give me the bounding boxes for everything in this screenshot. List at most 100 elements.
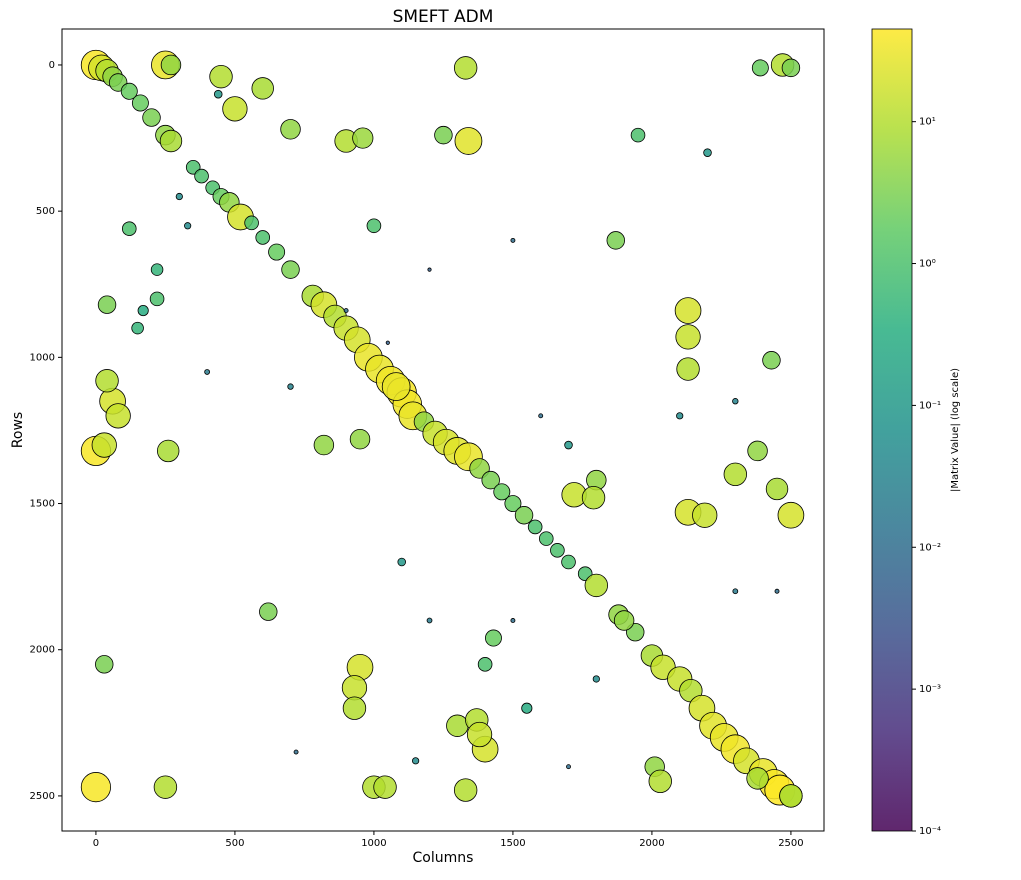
- y-tick-label: 1000: [30, 352, 55, 363]
- scatter-point: [481, 470, 500, 490]
- scatter-point: [514, 506, 534, 525]
- x-tick-label: 1500: [500, 838, 525, 849]
- scatter-point: [493, 483, 511, 501]
- colorbar-tick-label: 10⁻³: [919, 684, 941, 695]
- scatter-point: [156, 439, 180, 463]
- scatter-point: [251, 77, 274, 100]
- scatter-point: [293, 749, 299, 755]
- scatter-point: [765, 477, 789, 501]
- scatter-point: [446, 714, 469, 737]
- scatter-point: [137, 305, 149, 317]
- scatter-point: [209, 64, 233, 89]
- colorbar: [871, 28, 913, 832]
- scatter-point: [606, 231, 625, 250]
- scatter-point: [244, 215, 259, 231]
- scatter-point: [175, 192, 183, 201]
- scatter-point: [538, 413, 544, 419]
- scatter-point: [613, 610, 635, 631]
- scatter-point: [184, 222, 192, 230]
- scatter-point: [120, 82, 138, 100]
- scatter-point: [427, 267, 432, 272]
- scatter-point: [592, 675, 600, 683]
- scatter-point: [105, 403, 131, 429]
- scatter-point: [648, 769, 672, 793]
- x-tick-label: 1000: [361, 838, 386, 849]
- x-axis-label: Columns: [413, 850, 474, 866]
- scatter-point: [630, 127, 646, 143]
- scatter-point: [342, 696, 367, 720]
- x-tick-label: 500: [225, 838, 244, 849]
- x-tick-label: 0: [93, 838, 99, 849]
- colorbar-tick-label: 10¹: [919, 117, 936, 128]
- scatter-point: [255, 230, 271, 245]
- scatter-point: [581, 485, 606, 510]
- scatter-point: [561, 554, 576, 570]
- scatter-point: [510, 237, 516, 243]
- scatter-point: [675, 324, 701, 350]
- scatter-point: [732, 398, 739, 405]
- scatter-point: [352, 127, 374, 149]
- scatter-point: [550, 543, 565, 558]
- chart-title: SMEFT ADM: [393, 7, 494, 27]
- scatter-point: [453, 56, 478, 80]
- scatter-point: [131, 94, 149, 112]
- scatter-point: [259, 602, 278, 621]
- colorbar-tick-label: 10⁻⁴: [919, 826, 941, 837]
- scatter-point: [434, 125, 453, 145]
- scatter-point: [676, 412, 684, 420]
- scatter-point: [131, 321, 144, 335]
- scatter-point: [484, 629, 502, 647]
- x-tick-label: 2000: [639, 838, 664, 849]
- scatter-point: [153, 775, 178, 799]
- scatter-point: [95, 655, 114, 674]
- scatter-point: [692, 502, 718, 528]
- scatter-point: [149, 291, 165, 307]
- colorbar-tick-label: 10⁻²: [919, 542, 941, 553]
- scatter-point: [674, 297, 702, 324]
- scatter-point: [313, 434, 335, 456]
- scatter-point: [150, 263, 164, 276]
- scatter-point: [91, 432, 117, 458]
- x-tick-label: 2500: [778, 838, 803, 849]
- scatter-point: [349, 428, 371, 450]
- scatter-point: [412, 757, 420, 765]
- scatter-point: [80, 772, 112, 803]
- plot-area: [80, 49, 805, 808]
- scatter-point: [747, 440, 768, 462]
- scatter-point: [564, 440, 573, 450]
- colorbar-label: |Matrix Value| (log scale): [950, 368, 961, 492]
- scatter-point: [676, 357, 700, 381]
- scatter-point: [527, 519, 543, 535]
- scatter-point: [521, 702, 533, 714]
- scatter-point: [732, 588, 739, 595]
- scatter-point: [97, 295, 117, 314]
- scatter-point: [538, 531, 554, 546]
- scatter-point: [159, 129, 183, 153]
- scatter-point: [781, 58, 801, 78]
- scatter-point: [751, 59, 769, 77]
- scatter-point: [397, 557, 406, 567]
- scatter-point: [222, 96, 248, 122]
- scatter-point: [213, 89, 223, 99]
- scatter-point: [779, 784, 803, 808]
- scatter-point: [777, 501, 805, 529]
- scatter-point: [194, 168, 209, 184]
- scatter-point: [341, 675, 368, 701]
- y-tick-label: 2000: [30, 645, 55, 656]
- scatter-point: [121, 221, 137, 236]
- scatter-point: [723, 462, 748, 486]
- scatter-point: [746, 767, 769, 790]
- scatter-point: [466, 721, 493, 748]
- scatter-point: [204, 369, 210, 375]
- colorbar-tick-label: 10⁰: [919, 259, 936, 270]
- scatter-point: [510, 618, 516, 623]
- scatter-point: [95, 369, 119, 393]
- scatter-point: [426, 617, 433, 624]
- scatter-point: [385, 340, 390, 345]
- scatter-point: [703, 148, 712, 157]
- scatter-point: [366, 218, 382, 234]
- scatter-point: [584, 573, 609, 598]
- scatter-point: [287, 383, 294, 390]
- y-tick-label: 0: [49, 60, 55, 71]
